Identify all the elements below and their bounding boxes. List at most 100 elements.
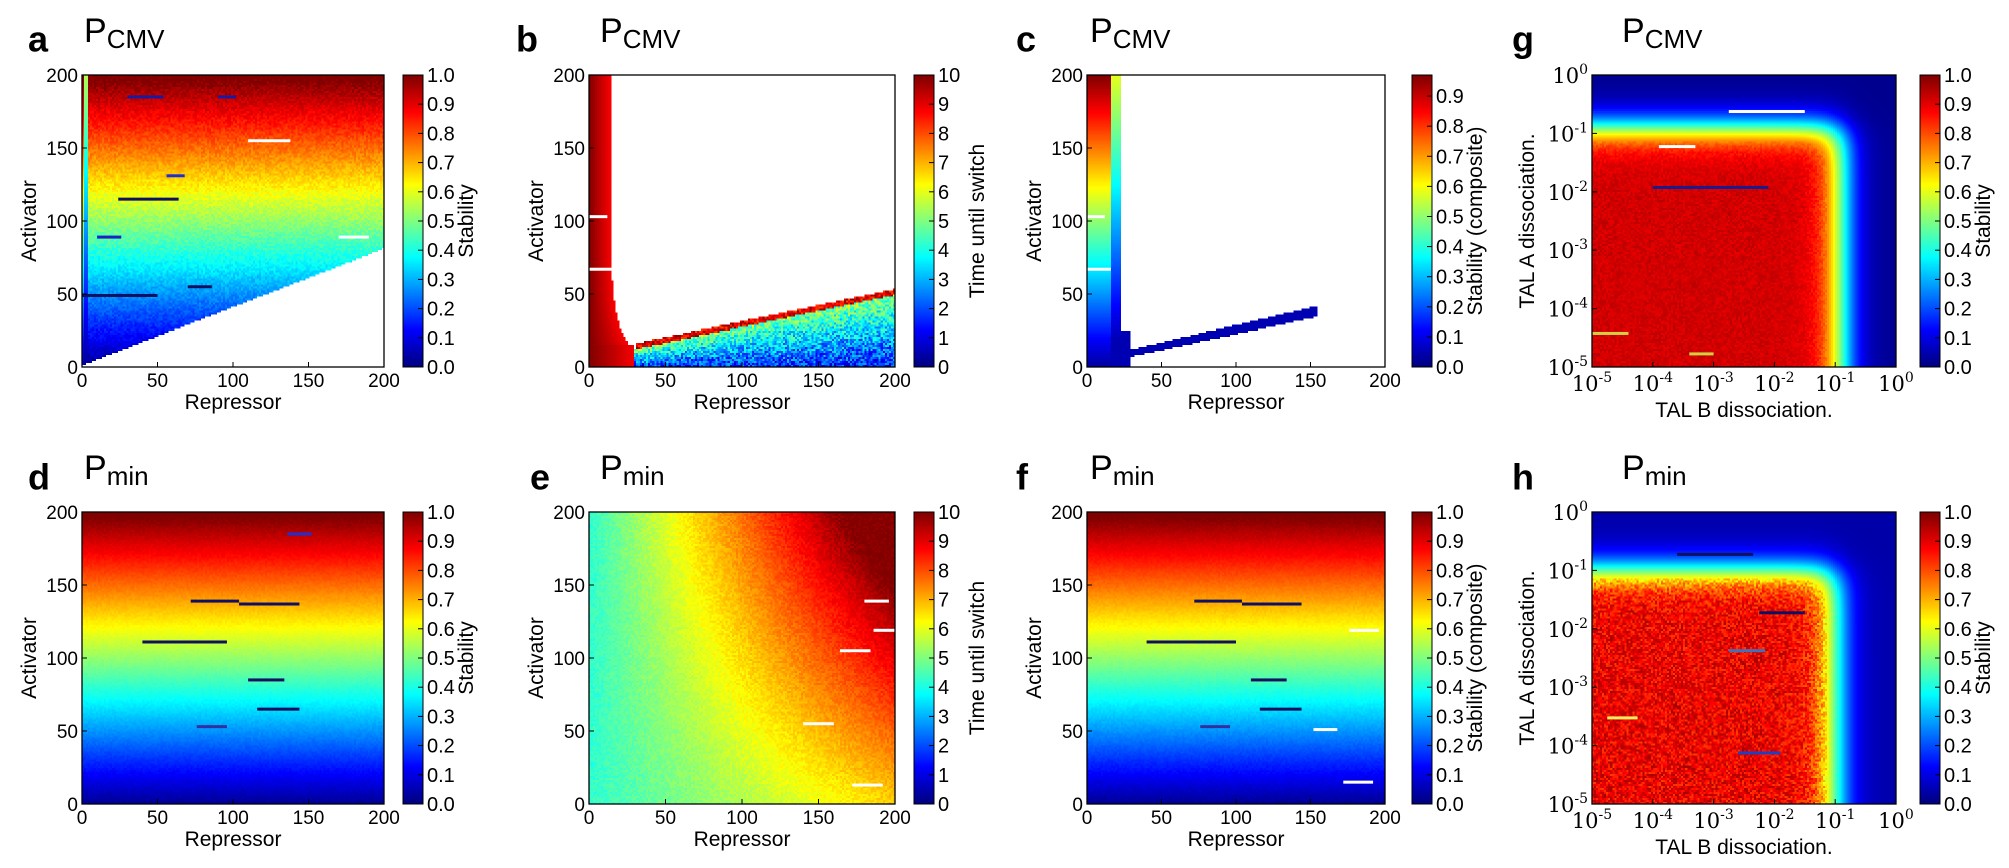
colorbar-tick-label: 0.5 (427, 211, 455, 233)
y-tick-label: 100 (46, 212, 78, 233)
colorbar-tick-label: 3 (938, 706, 949, 728)
x-tick-label: 50 (655, 808, 676, 829)
colorbar-tick-label: 9 (938, 531, 949, 553)
colorbar-tick-label: 0.1 (1944, 328, 1972, 350)
colorbar-tick-label: 0.7 (1436, 146, 1464, 168)
x-tick-label: 0 (584, 808, 595, 829)
x-tick-label: 10-2 (1754, 370, 1794, 396)
y-tick-label: 200 (1051, 503, 1083, 524)
y-axis-label: Activator (1023, 617, 1046, 699)
heatmap-streak (187, 285, 212, 289)
x-tick-label: 200 (368, 808, 400, 829)
heatmap-streak (118, 197, 179, 201)
colorbar-tick-label: 0.2 (427, 736, 455, 758)
x-tick-label: 10-2 (1754, 807, 1794, 833)
x-tick-label: 50 (1151, 808, 1172, 829)
y-tick-label: 0 (574, 795, 585, 816)
x-tick-label: 150 (1295, 808, 1327, 829)
heatmap-streak (1728, 649, 1766, 653)
colorbar-tick-label: 0.8 (1944, 123, 1972, 145)
panel-g: g PCMV 10-5 10-4 10-3 10-2 10-1 100 10-5 10-4 10-3… (1512, 12, 1995, 422)
x-tick-label: 50 (655, 371, 676, 392)
heatmap-streak (1087, 267, 1111, 271)
heatmap-streak (1759, 611, 1805, 615)
x-tick-label: 50 (147, 808, 168, 829)
x-axis-label: Repressor (1188, 828, 1285, 851)
heatmap-streak (1200, 725, 1231, 729)
colorbar-tick-label: 1.0 (1436, 502, 1464, 524)
heatmap-image (1592, 512, 1896, 804)
heatmap-streak (1194, 599, 1242, 603)
colorbar-tick-label: 0.1 (427, 765, 455, 787)
colorbar-tick-label: 8 (938, 123, 949, 145)
colorbar-frame (1411, 74, 1433, 368)
panel-label: a (28, 19, 49, 60)
y-tick-label: 100 (1051, 212, 1083, 233)
x-tick-label: 0 (77, 808, 88, 829)
colorbar-tick-label: 0 (938, 357, 949, 379)
colorbar-tick-label: 0.0 (1436, 794, 1464, 816)
heatmap-streak (248, 139, 291, 143)
colorbar-tick-label: 0.8 (1436, 560, 1464, 582)
y-tick-label: 100 (46, 649, 78, 670)
x-tick-label: 100 (726, 371, 758, 392)
colorbar-tick-label: 0.5 (1944, 211, 1972, 233)
x-tick-label: 0 (1082, 808, 1093, 829)
x-tick-label: 10-3 (1693, 807, 1733, 833)
colorbar-tick-label: 0.8 (1944, 560, 1972, 582)
x-tick-label: 150 (803, 371, 835, 392)
heatmap-streak (1349, 628, 1380, 632)
colorbar-tick-label: 0.4 (1944, 677, 1972, 699)
heatmap-streak (196, 725, 227, 729)
y-tick-label: 10-3 (1548, 237, 1588, 263)
colorbar-tick-label: 1.0 (1944, 502, 1972, 524)
colorbar-tick-label: 0.6 (1944, 182, 1972, 204)
heatmap-streak (166, 174, 185, 178)
panel-title: Pmin (84, 449, 149, 491)
x-axis-label: Repressor (694, 828, 791, 851)
colorbar-label: Stability (1972, 184, 1995, 258)
y-axis-label: TAL A dissociation. (1516, 133, 1539, 308)
panel-title: PCMV (1622, 12, 1703, 54)
y-tick-label: 200 (553, 503, 585, 524)
colorbar-tick-label: 1 (938, 328, 949, 350)
colorbar-tick-label: 4 (938, 240, 949, 262)
y-tick-label: 150 (1051, 139, 1083, 160)
x-tick-label: 100 (1878, 807, 1914, 833)
colorbar-tick-label: 10 (938, 65, 960, 87)
heatmap-streak (82, 294, 158, 297)
plot-frame (1591, 74, 1897, 368)
colorbar-tick-label: 0.9 (1944, 531, 1972, 553)
colorbar-tick-label: 0.6 (1436, 619, 1464, 641)
y-tick-label: 10-2 (1548, 179, 1588, 205)
colorbar-tick-label: 0.7 (1944, 153, 1972, 175)
heatmap-streak (1607, 716, 1638, 720)
y-tick-label: 150 (46, 576, 78, 597)
colorbar-tick-label: 0.0 (1944, 357, 1972, 379)
y-tick-label: 10-4 (1548, 296, 1588, 322)
colorbar-tick-label: 0.1 (1944, 765, 1972, 787)
heatmap-image (82, 75, 384, 367)
y-tick-label: 100 (1552, 62, 1588, 88)
colorbar-tick-label: 0.6 (427, 182, 455, 204)
colorbar (1412, 75, 1432, 367)
y-tick-label: 200 (46, 66, 78, 87)
colorbar-tick-label: 0.2 (1436, 736, 1464, 758)
colorbar-tick-label: 0.9 (1944, 94, 1972, 116)
y-tick-label: 0 (67, 358, 78, 379)
colorbar-tick-label: 2 (938, 736, 949, 758)
heatmap-streak (1677, 552, 1754, 556)
colorbar-tick-label: 0.5 (1436, 206, 1464, 228)
panel-title: Pmin (1090, 449, 1155, 491)
colorbar (1412, 512, 1432, 804)
heatmap-streak (257, 707, 300, 711)
heatmap-streak (1737, 751, 1781, 755)
y-tick-label: 50 (57, 285, 78, 306)
colorbar-tick-label: 0.7 (427, 590, 455, 612)
heatmap-streak (1652, 185, 1769, 189)
colorbar-tick-label: 0.4 (427, 240, 455, 262)
colorbar-tick-label: 0.2 (1944, 736, 1972, 758)
colorbar-label: Stability (composite) (1464, 126, 1487, 315)
x-tick-label: 200 (879, 371, 911, 392)
